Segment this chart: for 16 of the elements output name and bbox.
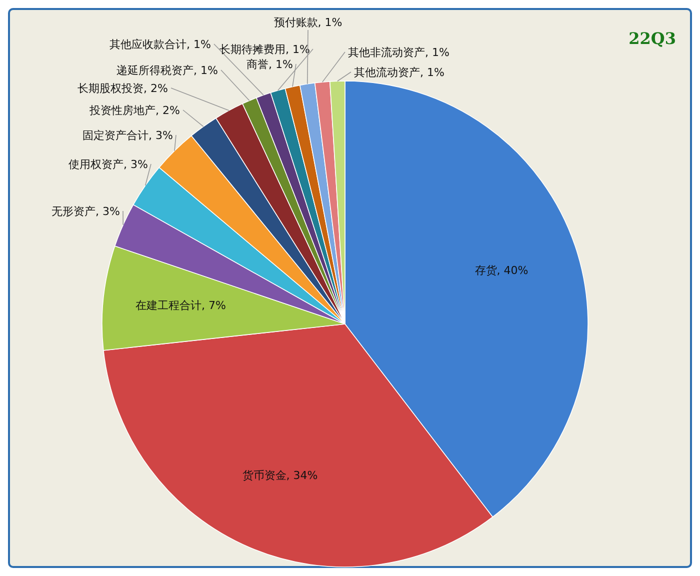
slice-label: 递延所得税资产, 1% (116, 64, 218, 77)
slice-label: 其他应收款合计, 1% (110, 38, 211, 51)
text: 22Q3 (628, 29, 676, 48)
slice-label: 使用权资产, 3% (68, 158, 148, 171)
slice-label: 其他非流动资产, 1% (348, 46, 450, 59)
slice-label: 长期待摊费用, 1% (220, 43, 310, 56)
slice-label: 固定资产合计, 3% (82, 129, 173, 142)
slice-label: 预付账款, 1% (274, 16, 342, 29)
slice-label: 商誉, 1% (246, 58, 293, 71)
slice-label: 长期股权投资, 2% (78, 82, 168, 95)
slice-label: 存货, 40% (474, 264, 528, 277)
slice-label: 货币资金, 34% (242, 468, 318, 482)
slice-label: 其他流动资产, 1% (354, 66, 444, 79)
slice-label: 投资性房地产, 2% (88, 104, 180, 117)
slice-label: 无形资产, 3% (52, 205, 120, 218)
slice-label: 在建工程合计, 7% (136, 299, 226, 312)
